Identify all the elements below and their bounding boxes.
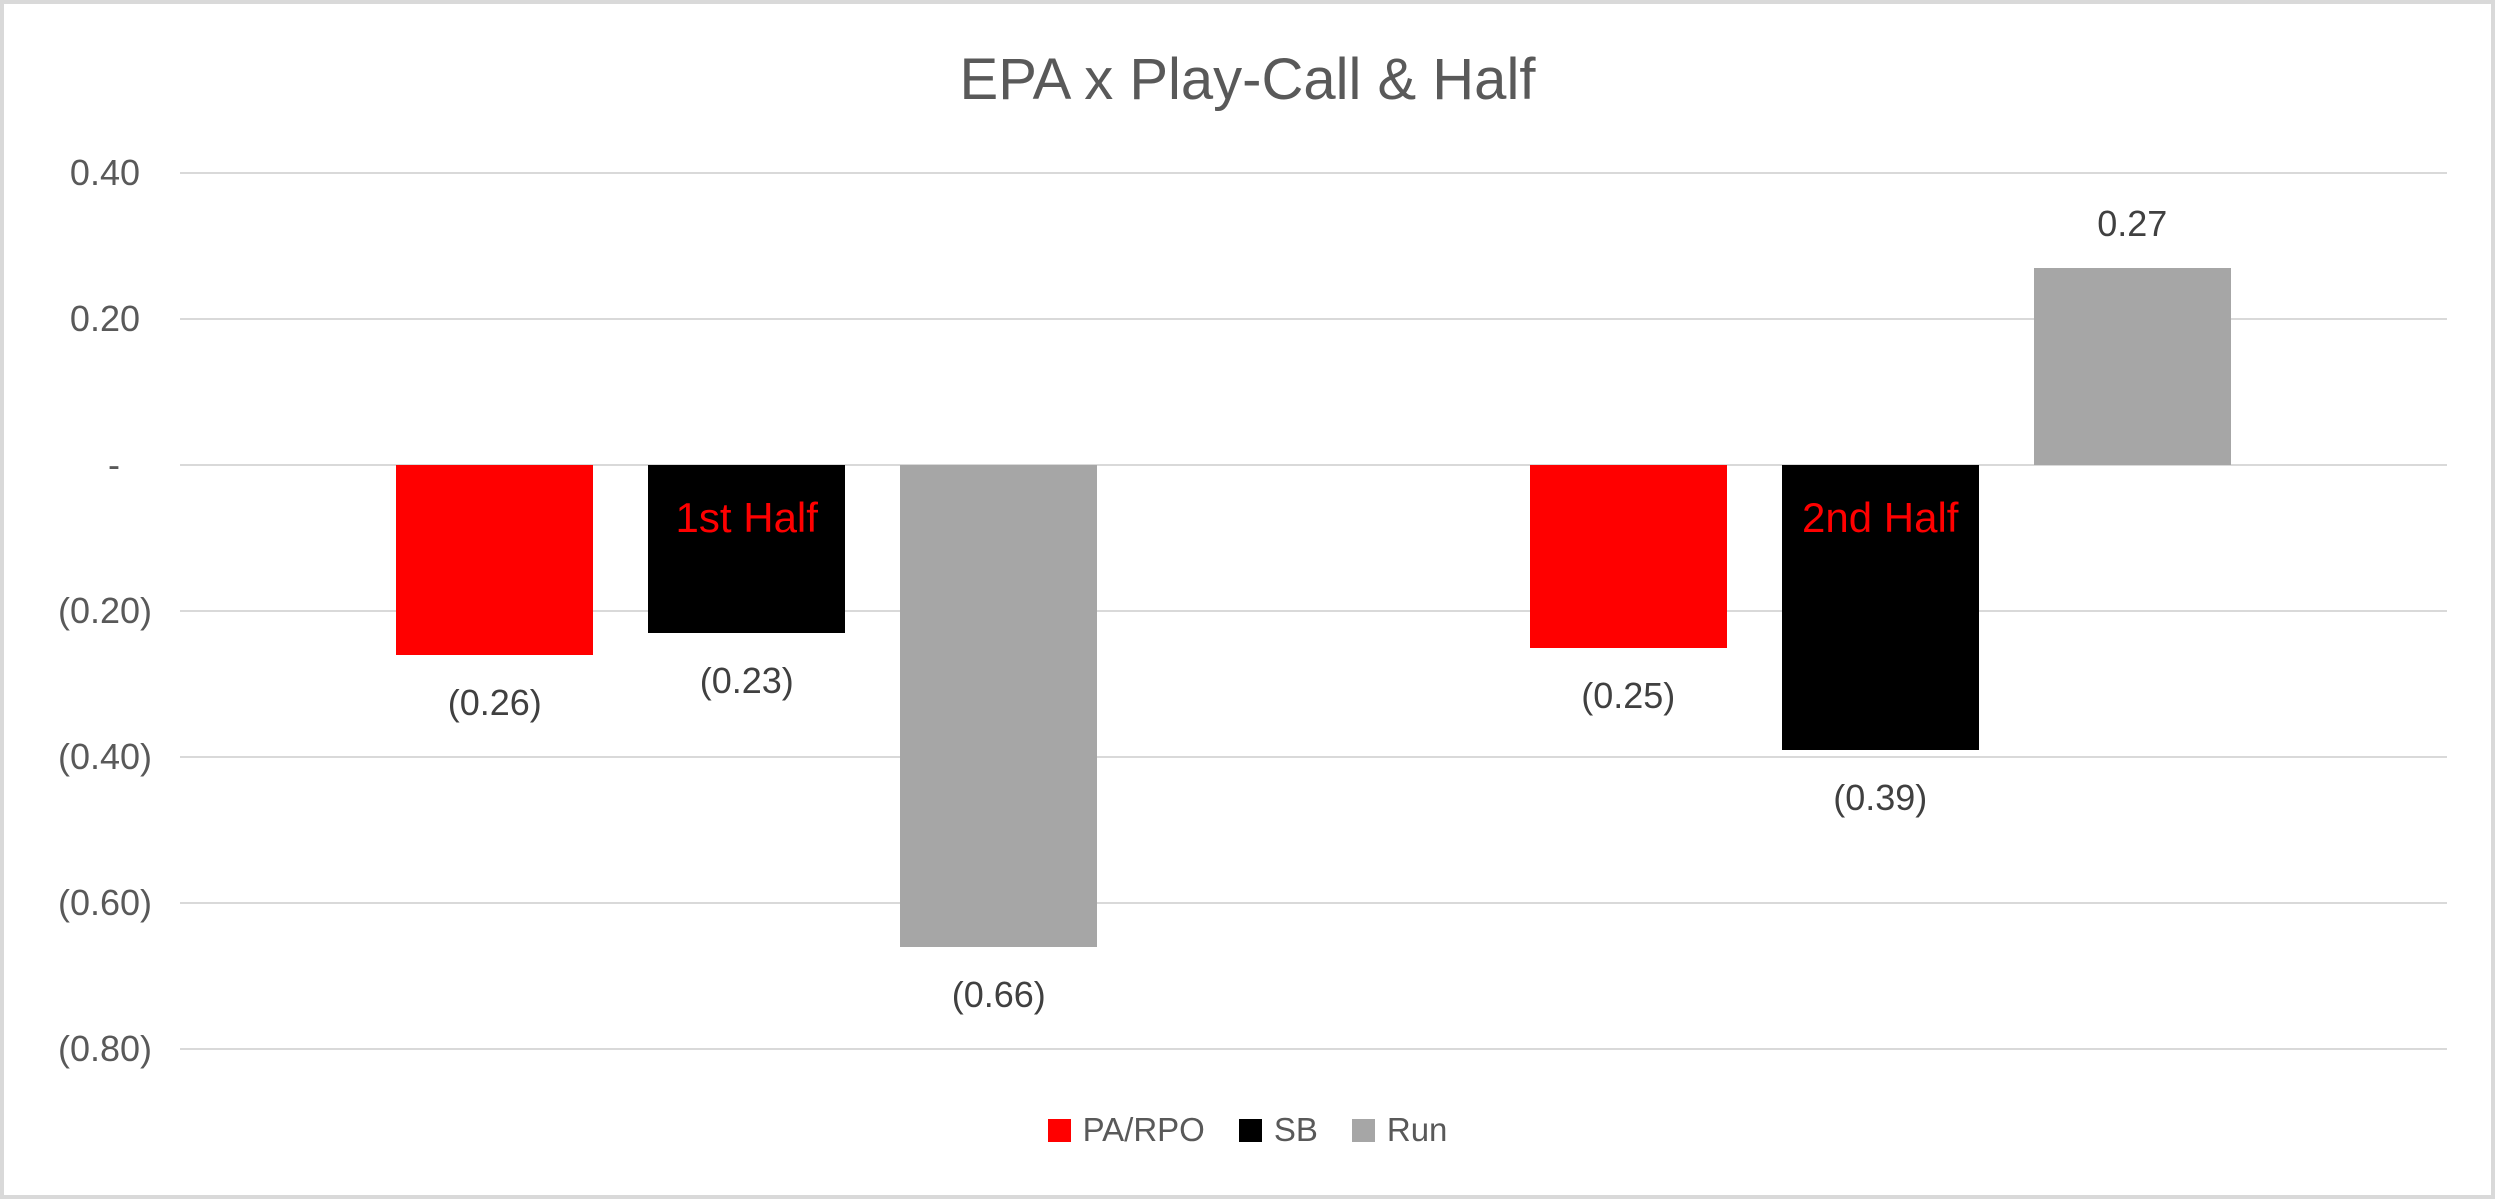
gridline — [180, 756, 2447, 758]
y-axis-tick-label: 0.40 — [69, 152, 140, 193]
gridline — [180, 610, 2447, 612]
gridline — [180, 464, 2447, 466]
y-axis-tick-label: (0.80) — [57, 1028, 152, 1069]
legend-item-run: Run — [1351, 1111, 1448, 1148]
gridline — [180, 172, 2447, 174]
gridline — [180, 1048, 2447, 1050]
legend-swatch-icon — [1351, 1118, 1375, 1142]
legend-label: Run — [1386, 1111, 1448, 1148]
bar-pa-rpo-2 — [1529, 465, 1727, 648]
y-axis-tick-label: (0.60) — [57, 882, 152, 923]
bar-run-1 — [900, 465, 1098, 947]
bar-pa-rpo-1 — [396, 465, 594, 655]
gridline — [180, 902, 2447, 904]
half-label: 2nd Half — [1802, 494, 1959, 541]
legend: PA/RPO SB Run — [4, 1112, 2491, 1148]
bar-value-label: (0.39) — [1833, 776, 1928, 818]
legend-item-sb: SB — [1238, 1111, 1318, 1148]
chart-title: EPA x Play-Call & Half — [959, 47, 1536, 112]
bar-value-label: (0.23) — [699, 659, 794, 701]
y-axis-tick-label: (0.20) — [57, 590, 152, 631]
bar-value-label: (0.25) — [1581, 674, 1676, 716]
legend-label: SB — [1273, 1111, 1318, 1148]
legend-item-pa-rpo: PA/RPO — [1047, 1111, 1205, 1148]
gridline — [180, 318, 2447, 320]
half-label: 1st Half — [675, 494, 818, 541]
bar-sb-1 — [648, 465, 846, 633]
y-axis-tick-label: (0.40) — [57, 736, 152, 777]
bar-value-label: 0.27 — [2097, 202, 2168, 244]
bar-run-2 — [2033, 267, 2231, 465]
legend-swatch-icon — [1047, 1118, 1071, 1142]
legend-label: PA/RPO — [1082, 1111, 1205, 1148]
bar-value-label: (0.26) — [447, 681, 542, 723]
legend-swatch-icon — [1238, 1118, 1262, 1142]
bar-sb-2 — [1781, 465, 1979, 750]
y-axis-tick-label: - — [108, 444, 120, 485]
bar-value-label: (0.66) — [951, 973, 1046, 1015]
y-axis-tick-label: 0.20 — [69, 298, 140, 339]
